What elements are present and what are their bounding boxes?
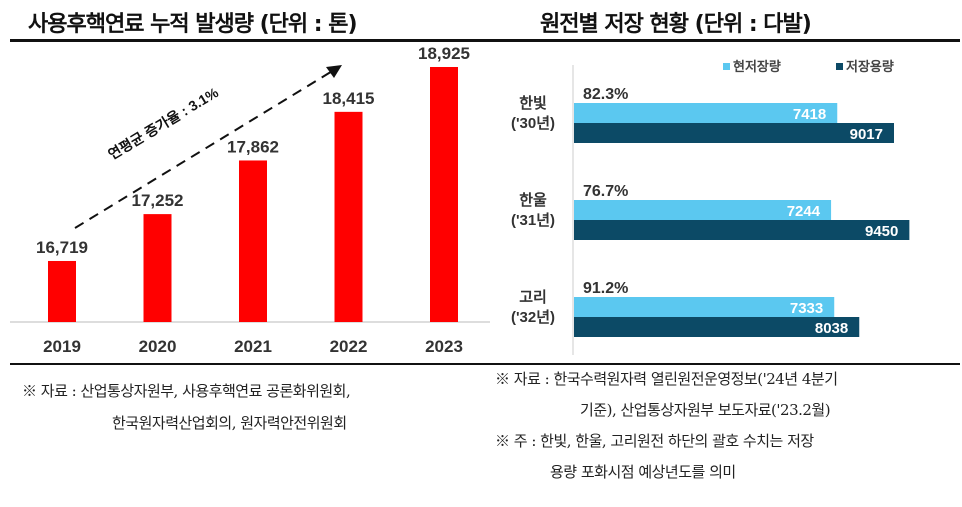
legend-label-2: 저장용량 (846, 59, 894, 74)
legend-swatch-2 (836, 63, 843, 70)
category-label-1: 한빛 (519, 95, 547, 112)
left-chart-title: 사용후핵연료 누적 발생량 (단위 : 톤) (28, 12, 358, 37)
bar-2-2 (574, 220, 910, 240)
legend-swatch-1 (723, 63, 730, 70)
data-label-2021: 17,862 (227, 137, 279, 156)
bar-value-1-2: 9017 (850, 126, 883, 143)
bar-2022 (334, 111, 363, 323)
data-label-2020: 17,252 (132, 191, 184, 210)
bar-value-3-2: 8038 (815, 320, 848, 337)
x-tick-label-2022: 2022 (330, 337, 368, 356)
category-year-2: ('31년) (511, 212, 555, 229)
category-year-3: ('32년) (511, 309, 555, 326)
bar-value-3-1: 7333 (790, 300, 823, 317)
bar-2019 (48, 260, 76, 322)
bottom-divider (10, 363, 960, 365)
ratio-label-2: 76.7% (583, 183, 628, 200)
bar-1-2 (574, 123, 894, 143)
bar-3-1 (574, 297, 835, 317)
bar-2-1 (574, 200, 832, 220)
x-tick-label-2021: 2021 (234, 337, 272, 356)
growth-rate-annotation: 연평균 증가율 : 3.1% (105, 84, 221, 163)
right-footnote-1: ※ 주 : 한빛, 한울, 고리원전 하단의 괄호 수치는 저장 (495, 432, 814, 450)
x-tick-label-2019: 2019 (43, 337, 81, 356)
right-source-note-1: ※ 자료 : 한국수력원자력 열린원전운영정보('24년 4분기 (495, 370, 838, 388)
ratio-label-1: 82.3% (583, 86, 628, 103)
data-label-2023: 18,925 (418, 44, 470, 63)
ratio-label-3: 91.2% (583, 280, 628, 297)
bar-2020 (143, 214, 172, 322)
top-divider (10, 39, 960, 42)
right-footnote-2: 용량 포화시점 예상년도를 의미 (550, 463, 736, 481)
bar-1-1 (574, 103, 838, 123)
bar-2021 (239, 160, 267, 322)
bar-2023 (430, 67, 458, 322)
data-label-2019: 16,719 (36, 238, 88, 257)
x-tick-label-2020: 2020 (139, 337, 177, 356)
bar-value-2-1: 7244 (787, 203, 821, 220)
category-label-2: 한울 (519, 192, 547, 209)
x-tick-label-2023: 2023 (425, 337, 463, 356)
bar-value-1-1: 7418 (793, 106, 826, 123)
legend-label-1: 현저장량 (733, 59, 781, 74)
right-source-note-2: 기준), 산업통상자원부 보도자료('23.2월) (580, 401, 831, 419)
left-source-note-1: ※ 자료 : 산업통상자원부, 사용후핵연료 공론화위원회, (22, 382, 351, 400)
trend-arrowhead-icon (326, 65, 342, 78)
bar-value-2-2: 9450 (865, 223, 898, 240)
right-chart-title: 원전별 저장 현황 (단위 : 다발) (540, 12, 812, 37)
category-year-1: ('30년) (511, 115, 555, 132)
data-label-2022: 18,415 (323, 89, 375, 108)
category-label-3: 고리 (519, 289, 547, 306)
bar-3-2 (574, 317, 860, 337)
left-source-note-2: 한국원자력산업회의, 원자력안전위원회 (112, 414, 347, 432)
